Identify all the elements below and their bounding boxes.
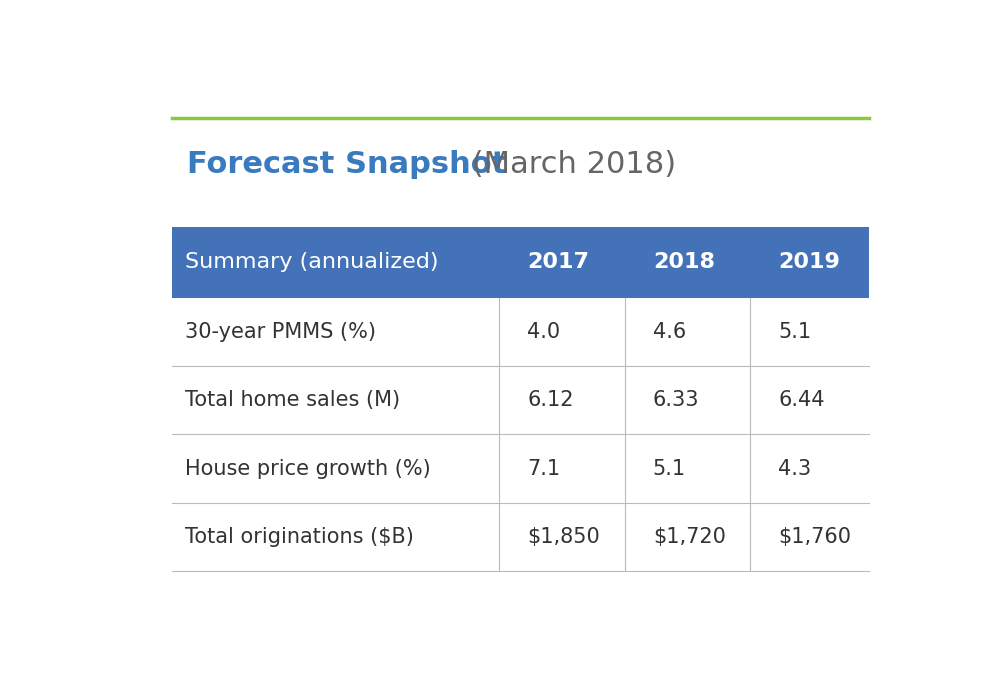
- Text: 5.1: 5.1: [778, 322, 811, 342]
- Text: 7.1: 7.1: [527, 458, 560, 479]
- Text: Forecast Snapshot: Forecast Snapshot: [187, 150, 506, 179]
- Bar: [172, 227, 869, 298]
- Text: 4.0: 4.0: [527, 322, 560, 342]
- Text: 6.12: 6.12: [527, 390, 574, 410]
- Text: 2018: 2018: [653, 253, 715, 272]
- Text: House price growth (%): House price growth (%): [185, 458, 431, 479]
- Text: 4.3: 4.3: [778, 458, 811, 479]
- Text: 4.6: 4.6: [653, 322, 686, 342]
- Text: 6.33: 6.33: [653, 390, 699, 410]
- Text: $1,850: $1,850: [527, 527, 600, 547]
- Text: 2019: 2019: [778, 253, 840, 272]
- Text: 2017: 2017: [527, 253, 589, 272]
- Text: 30-year PMMS (%): 30-year PMMS (%): [185, 322, 376, 342]
- Text: Total originations ($B): Total originations ($B): [185, 527, 414, 547]
- Text: 6.44: 6.44: [778, 390, 825, 410]
- Text: $1,760: $1,760: [778, 527, 851, 547]
- Text: 5.1: 5.1: [653, 458, 686, 479]
- Text: Summary (annualized): Summary (annualized): [185, 253, 439, 272]
- Text: (March 2018): (March 2018): [462, 150, 676, 179]
- Text: Total home sales (M): Total home sales (M): [185, 390, 401, 410]
- Text: $1,720: $1,720: [653, 527, 726, 547]
